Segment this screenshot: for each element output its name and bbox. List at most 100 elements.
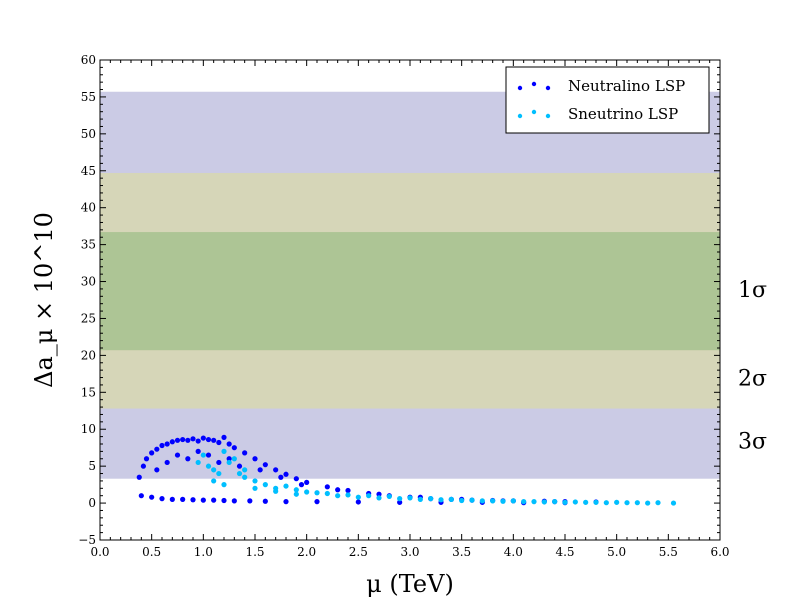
sneutrino-point [252, 478, 258, 484]
tick-labels: 0.0 0.5 1.0 1.5 2.0 2.5 3.0 3.5 4.0 4.5 5.0 5.5 6.0 −… [78, 53, 729, 559]
sneutrino-point [221, 482, 227, 488]
sneutrino-point [195, 459, 201, 466]
sneutrino-point [226, 459, 232, 466]
sneutrino-point [572, 499, 578, 505]
neutralino-point [185, 456, 191, 462]
neutralino-point [252, 456, 258, 462]
legend-marker-sneutrino [517, 109, 551, 119]
sneutrino-point [562, 499, 568, 505]
neutralino-point [221, 497, 227, 504]
x-tick-label: 5.0 [607, 545, 626, 559]
sneutrino-point [407, 495, 413, 501]
sneutrino-point [614, 499, 620, 505]
sneutrino-point [490, 498, 496, 504]
sneutrino-point [273, 488, 279, 494]
legend-label-neutralino: Neutralino LSP [568, 77, 685, 95]
x-tick-label: 4.5 [555, 545, 574, 559]
sneutrino-point [252, 485, 258, 491]
neutralino-point [195, 448, 201, 454]
y-tick-label: 55 [81, 90, 96, 104]
neutralino-point [335, 487, 341, 493]
neutralino-point [231, 445, 237, 451]
neutralino-point [293, 476, 299, 482]
y-tick-label: 40 [81, 201, 96, 215]
sneutrino-point [510, 498, 516, 504]
band-1sigma [100, 232, 720, 351]
neutralino-point [180, 436, 186, 443]
sneutrino-point [469, 497, 475, 503]
neutralino-point [262, 498, 268, 504]
sneutrino-point [645, 500, 651, 506]
neutralino-point [164, 459, 170, 466]
neutralino-point [174, 437, 181, 443]
neutralino-point [200, 497, 206, 503]
legend-dot [545, 113, 551, 119]
neutralino-point [345, 487, 351, 494]
sneutrino-point [500, 498, 506, 504]
y-tick-label: 0 [88, 496, 96, 510]
neutralino-point [273, 467, 279, 473]
neutralino-point [397, 499, 403, 505]
neutralino-point [355, 499, 361, 505]
neutralino-point [154, 467, 160, 473]
neutralino-point [140, 463, 146, 469]
neutralino-point [205, 436, 212, 443]
sneutrino-point [376, 495, 382, 501]
legend-marker-neutralino [517, 81, 551, 91]
x-tick-label: 2.5 [349, 545, 368, 559]
sneutrino-point [552, 499, 558, 505]
neutralino-point [314, 499, 320, 505]
sneutrino-point [521, 499, 527, 505]
sigma-label: 1σ [738, 278, 767, 303]
sneutrino-point [262, 482, 268, 488]
sneutrino-point [200, 452, 206, 458]
sneutrino-point [236, 470, 243, 477]
y-tick-label: 15 [81, 385, 96, 399]
neutralino-point [278, 474, 284, 480]
sneutrino-point [670, 500, 677, 506]
neutralino-point [169, 439, 175, 445]
sneutrino-point [293, 491, 299, 497]
neutralino-point [154, 446, 160, 452]
sneutrino-point [531, 499, 537, 505]
neutralino-point [185, 437, 191, 443]
legend-dot [517, 85, 523, 91]
neutralino-point [221, 434, 227, 440]
x-tick-label: 3.0 [400, 545, 419, 559]
neutralino-point [195, 438, 201, 444]
sneutrino-point [221, 448, 227, 454]
neutralino-point [136, 474, 142, 480]
neutralino-point [216, 439, 222, 446]
neutralino-point [164, 441, 170, 447]
neutralino-point [211, 437, 217, 443]
neutralino-point [283, 499, 289, 505]
sneutrino-point [603, 500, 609, 506]
y-axis-label: Δa_μ × 10^10 [30, 212, 58, 388]
legend-box [505, 66, 710, 134]
x-tick-label: 0.5 [142, 545, 161, 559]
neutralino-point [226, 441, 232, 447]
x-tick-label: 1.0 [194, 545, 213, 559]
neutralino-point [174, 452, 181, 458]
sigma-bands [100, 91, 720, 479]
neutralino-point [262, 462, 268, 468]
neutralino-point [257, 467, 263, 473]
legend-label-sneutrino: Sneutrino LSP [568, 105, 678, 123]
neutralino-point [143, 456, 150, 462]
neutralino-point [180, 496, 186, 502]
neutralino-point [200, 435, 206, 441]
y-tick-label: 35 [81, 238, 96, 252]
neutralino-point [190, 436, 196, 442]
legend-dot [517, 113, 523, 119]
x-axis-label: μ (TeV) [366, 570, 454, 598]
x-tick-label: 5.5 [659, 545, 678, 559]
sneutrino-point [355, 494, 361, 500]
y-tick-label: 5 [88, 459, 96, 473]
x-tick-label: 6.0 [710, 545, 729, 559]
sneutrino-point [283, 483, 289, 489]
sneutrino-point [386, 493, 392, 500]
sneutrino-point [345, 492, 351, 498]
sigma-label: 2σ [738, 367, 767, 392]
sneutrino-point [428, 496, 434, 502]
